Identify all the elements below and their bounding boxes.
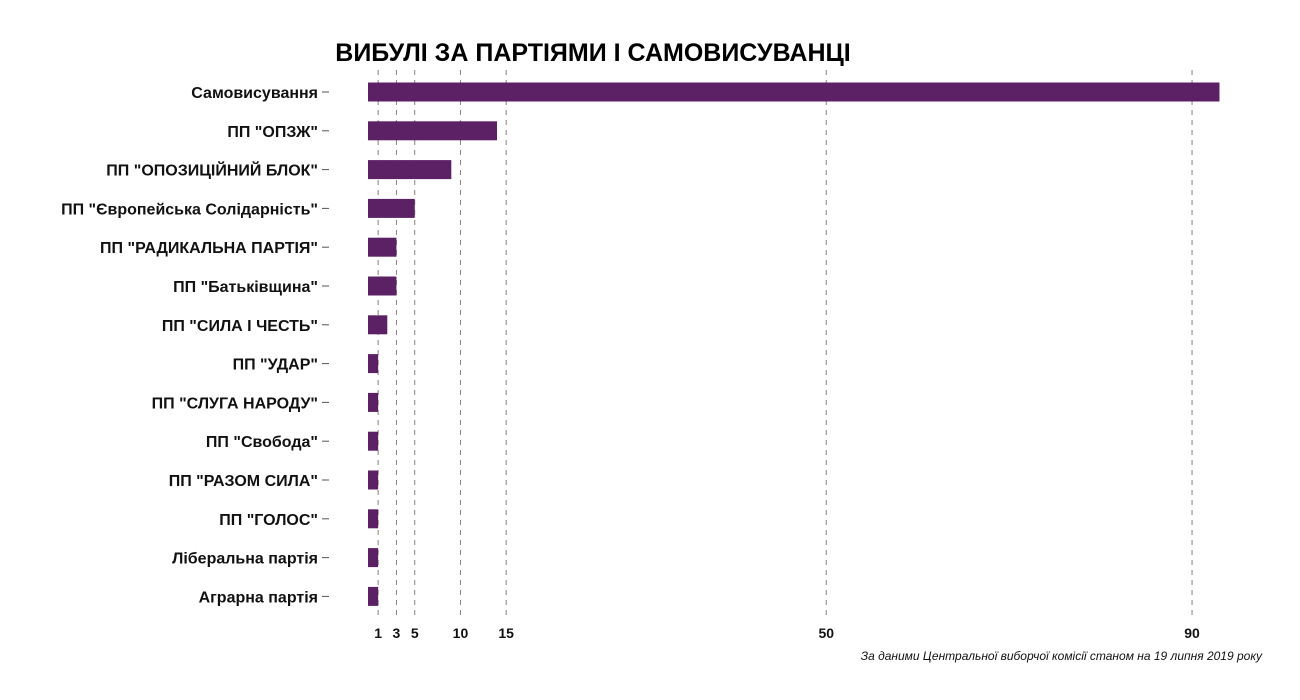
bars [368,82,1220,606]
chart-caption: За даними Центральної виборчої комісії с… [861,649,1263,663]
x-tick-label: 10 [453,625,469,641]
x-tick-label: 5 [411,625,419,641]
bar [368,198,415,218]
chart-title: ВИБУЛІ ЗА ПАРТІЯМИ І САМОВИСУВАНЦІ [335,39,850,67]
category-label: Ліберальна партія [172,551,318,568]
category-label: Аграрна партія [199,589,318,606]
category-label: ПП "СИЛА І ЧЕСТЬ" [162,318,318,335]
category-label: ПП "ОПЗЖ" [227,124,318,141]
x-tick-label: 15 [498,625,514,641]
bar [368,470,379,490]
bar [368,237,397,257]
category-label: ПП "Свобода" [206,434,318,451]
bar [368,392,379,412]
bar [368,82,1220,102]
category-labels: Самовисування ПП "ОПЗЖ" ПП "ОПОЗИЦІЙНИЙ БЛ… [61,85,329,606]
bar [368,315,388,335]
category-label: Самовисування [191,85,318,102]
category-label: ПП "РАДИКАЛЬНА ПАРТІЯ" [100,240,318,257]
bar [368,431,379,451]
gridlines [377,70,1193,617]
category-label: ПП "УДАР" [233,357,318,374]
x-tick-label: 50 [818,625,834,641]
x-tick-labels: 1 3 5 10 15 50 90 [374,625,1200,641]
bar [368,354,379,374]
x-tick-label: 3 [393,625,401,641]
x-tick-label: 1 [374,625,382,641]
bar [368,548,379,568]
category-label: ПП "ОПОЗИЦІЙНИЙ БЛОК" [106,161,318,180]
category-label: ПП "Європейська Солідарність" [61,201,318,218]
bar [368,160,452,180]
category-label: ПП "ГОЛОС" [219,512,318,529]
x-tick-label: 90 [1184,625,1200,641]
category-label: ПП "Батьківщина" [173,279,318,296]
bar [368,586,379,606]
category-label: ПП "СЛУГА НАРОДУ" [152,395,318,412]
bar [368,509,379,529]
bar [368,276,397,296]
category-label: ПП "РАЗОМ СИЛА" [169,473,318,490]
bar [368,121,498,141]
